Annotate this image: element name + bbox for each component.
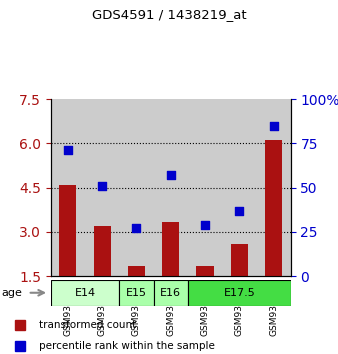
Text: percentile rank within the sample: percentile rank within the sample [39, 341, 215, 352]
Bar [119, 280, 153, 306]
Bar [188, 280, 291, 306]
Bar [51, 99, 85, 276]
Point [168, 172, 173, 178]
Point [65, 148, 71, 153]
Bar [94, 226, 111, 276]
Point [202, 222, 208, 228]
Bar [257, 99, 291, 276]
Text: E17.5: E17.5 [223, 288, 255, 298]
Bar [188, 99, 222, 276]
Bar [222, 99, 257, 276]
Text: E14: E14 [74, 288, 96, 298]
Text: GDS4591 / 1438219_at: GDS4591 / 1438219_at [92, 8, 246, 21]
Bar [119, 99, 153, 276]
Bar [153, 99, 188, 276]
Bar [59, 185, 76, 276]
Point [271, 123, 276, 129]
Point [134, 225, 139, 231]
Text: E16: E16 [160, 288, 181, 298]
Bar [51, 280, 119, 306]
Bar [85, 99, 119, 276]
Bar [162, 222, 179, 276]
Text: E15: E15 [126, 288, 147, 298]
Point [99, 183, 105, 189]
Bar [128, 266, 145, 276]
Text: age: age [2, 288, 23, 298]
Bar [265, 141, 282, 276]
Bar [153, 280, 188, 306]
Point [237, 208, 242, 213]
Text: transformed count: transformed count [39, 320, 137, 330]
Bar [231, 244, 248, 276]
Bar [196, 266, 214, 276]
